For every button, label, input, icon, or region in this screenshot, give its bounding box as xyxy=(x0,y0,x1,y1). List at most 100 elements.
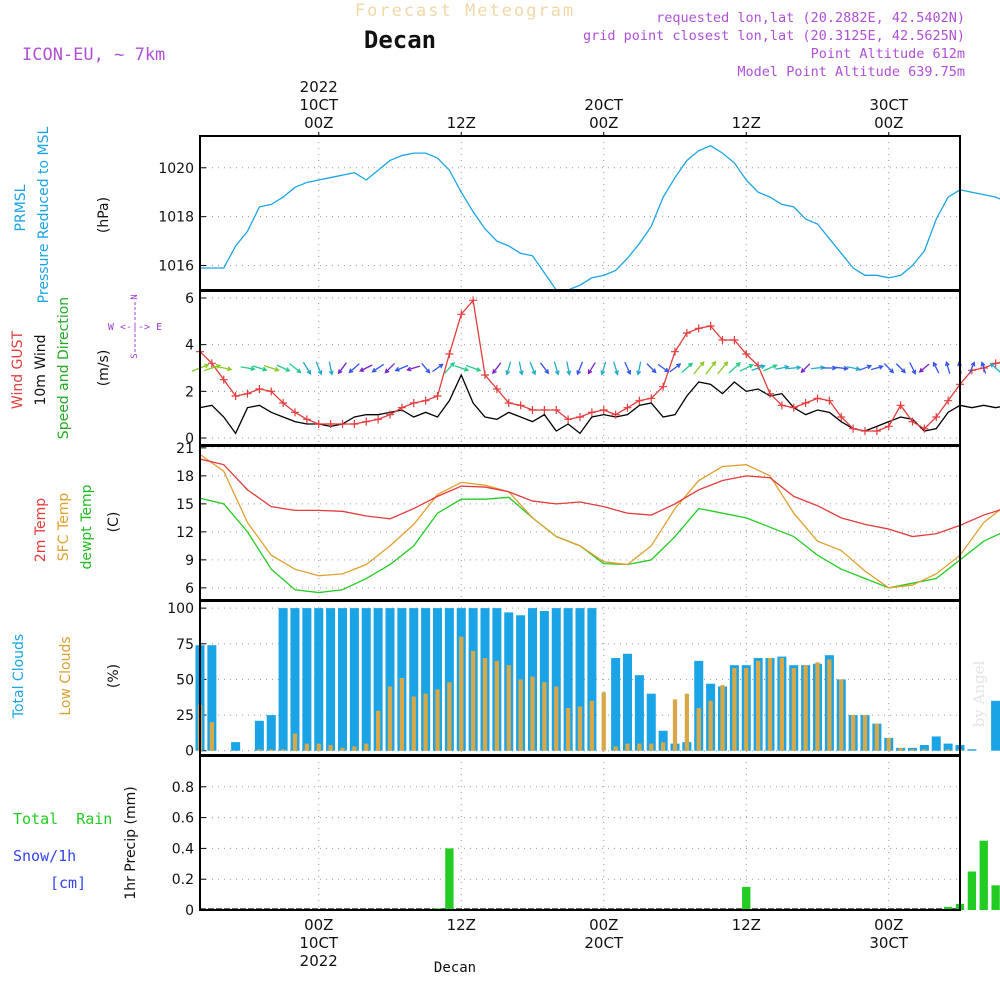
gust-marker xyxy=(801,399,810,407)
gust-marker xyxy=(243,389,252,398)
low-cloud-bar xyxy=(375,710,381,751)
low-cloud-bar xyxy=(257,749,262,751)
wind-arrow xyxy=(613,361,619,376)
gust-marker xyxy=(611,410,620,419)
gust-marker xyxy=(635,396,644,405)
total-cloud-bar xyxy=(575,608,585,751)
wind-arrow xyxy=(371,363,385,373)
panel-4: 0 0.2 0.4 0.6 0.8 xyxy=(172,756,960,919)
pressure-labels: PRMSL Pressure Reduced to MSL (hPa) xyxy=(13,126,112,303)
wind-arrow xyxy=(646,363,657,374)
wind-arrow xyxy=(432,363,444,373)
total-cloud-bar xyxy=(991,700,1000,751)
wind-unit: (m/s) xyxy=(96,350,112,387)
location-name: Decan xyxy=(364,26,436,54)
low-cloud-bar xyxy=(352,746,357,751)
low-cloud-bar xyxy=(280,749,286,751)
wind-arrow xyxy=(566,361,572,376)
bottom-time-label: 12Z xyxy=(447,916,476,934)
gust-marker xyxy=(552,406,561,414)
total-cloud-bar xyxy=(967,749,977,751)
bottom-time-label: 00Z xyxy=(874,916,903,934)
gust-marker xyxy=(742,350,751,358)
rain-bar xyxy=(979,840,988,910)
gust-marker xyxy=(884,422,893,431)
y-tick-label: 50 xyxy=(176,672,194,688)
gust-marker xyxy=(682,329,691,337)
total-cloud-bar xyxy=(444,608,454,751)
top-time-label: 00Z xyxy=(874,114,903,132)
wind-arrow xyxy=(421,362,431,374)
low-clouds-label: Low Clouds xyxy=(58,636,74,715)
point-altitude: Point Altitude 612m xyxy=(811,46,965,62)
gust-marker xyxy=(326,420,335,428)
total-cloud-bar xyxy=(326,608,336,751)
low-cloud-bar xyxy=(744,668,749,751)
gust-marker xyxy=(362,417,371,426)
gust-marker xyxy=(291,408,299,417)
low-cloud-bar xyxy=(815,662,820,751)
total-cloud-bar xyxy=(421,608,431,751)
y-tick-label: 0 xyxy=(185,903,194,919)
low-cloud-bar xyxy=(862,715,868,751)
bottom-time-label: 2022 xyxy=(300,952,338,970)
wind-arrow xyxy=(681,362,694,374)
precip-labels: Total Rain Snow/1h [cm] 1hr Precip (mm) xyxy=(13,786,139,899)
low-cloud-bar xyxy=(328,745,333,751)
gust-marker xyxy=(932,413,941,421)
top-time-label: 2022 xyxy=(300,78,338,96)
wind-arrow xyxy=(918,363,930,373)
top-time-label: 00Z xyxy=(589,114,618,132)
gust-marker xyxy=(659,382,668,391)
gust-marker xyxy=(457,310,466,319)
y-tick-label: 1020 xyxy=(158,161,194,177)
low-cloud-bar xyxy=(601,692,606,751)
wind-arrow xyxy=(492,362,502,375)
top-time-label: 12Z xyxy=(732,114,761,132)
low-cloud-bar xyxy=(945,749,951,751)
gust-marker xyxy=(789,403,798,412)
low-cloud-bar xyxy=(589,700,595,751)
wind-arrow xyxy=(989,362,1000,373)
gust-marker xyxy=(338,420,347,428)
wind-arrow xyxy=(669,363,682,373)
low-cloud-bar xyxy=(696,707,701,751)
y-tick-label: 6 xyxy=(185,291,194,307)
total-cloud-bar xyxy=(587,608,597,751)
gridpoint-coords: grid point closest lon,lat (20.3125E, 42… xyxy=(583,28,965,44)
gust-marker xyxy=(492,385,501,393)
gust-marker xyxy=(481,371,489,379)
snow-unit-label: [cm] xyxy=(50,874,86,892)
low-cloud-bar xyxy=(577,706,583,751)
wind-arrow xyxy=(276,364,291,372)
gust-marker xyxy=(267,387,276,396)
gust-marker xyxy=(694,324,703,333)
low-cloud-bar xyxy=(625,743,630,751)
low-cloud-bar xyxy=(364,743,369,751)
bottom-time-label: 00Z xyxy=(304,916,333,934)
y-tick-label: 0 xyxy=(185,431,194,447)
gust-marker xyxy=(813,394,822,403)
wind-arrow xyxy=(895,363,906,374)
wind-arrow xyxy=(834,365,849,371)
gust-marker xyxy=(350,420,359,428)
gust-marker xyxy=(944,396,953,405)
wind-arrow xyxy=(302,361,312,376)
total-cloud-bar xyxy=(207,645,217,751)
total-cloud-bar xyxy=(349,608,359,751)
gust-marker xyxy=(279,399,288,407)
y-tick-label: 0.8 xyxy=(172,780,194,796)
wind-arrow xyxy=(980,361,987,374)
y-tick-label: 100 xyxy=(167,601,194,617)
snow-label: Snow/1h xyxy=(13,847,76,865)
pressure-line xyxy=(200,145,1000,291)
wind-arrow xyxy=(394,364,409,372)
gust-marker xyxy=(207,359,216,368)
precip-unit: 1hr Precip (mm) xyxy=(123,786,139,899)
wind-arrow xyxy=(553,361,560,376)
y-tick-label: 75 xyxy=(176,637,194,653)
low-cloud-bar xyxy=(637,743,642,751)
low-cloud-bar xyxy=(565,707,571,751)
low-cloud-bar xyxy=(470,650,476,751)
low-cloud-bar xyxy=(767,658,773,751)
